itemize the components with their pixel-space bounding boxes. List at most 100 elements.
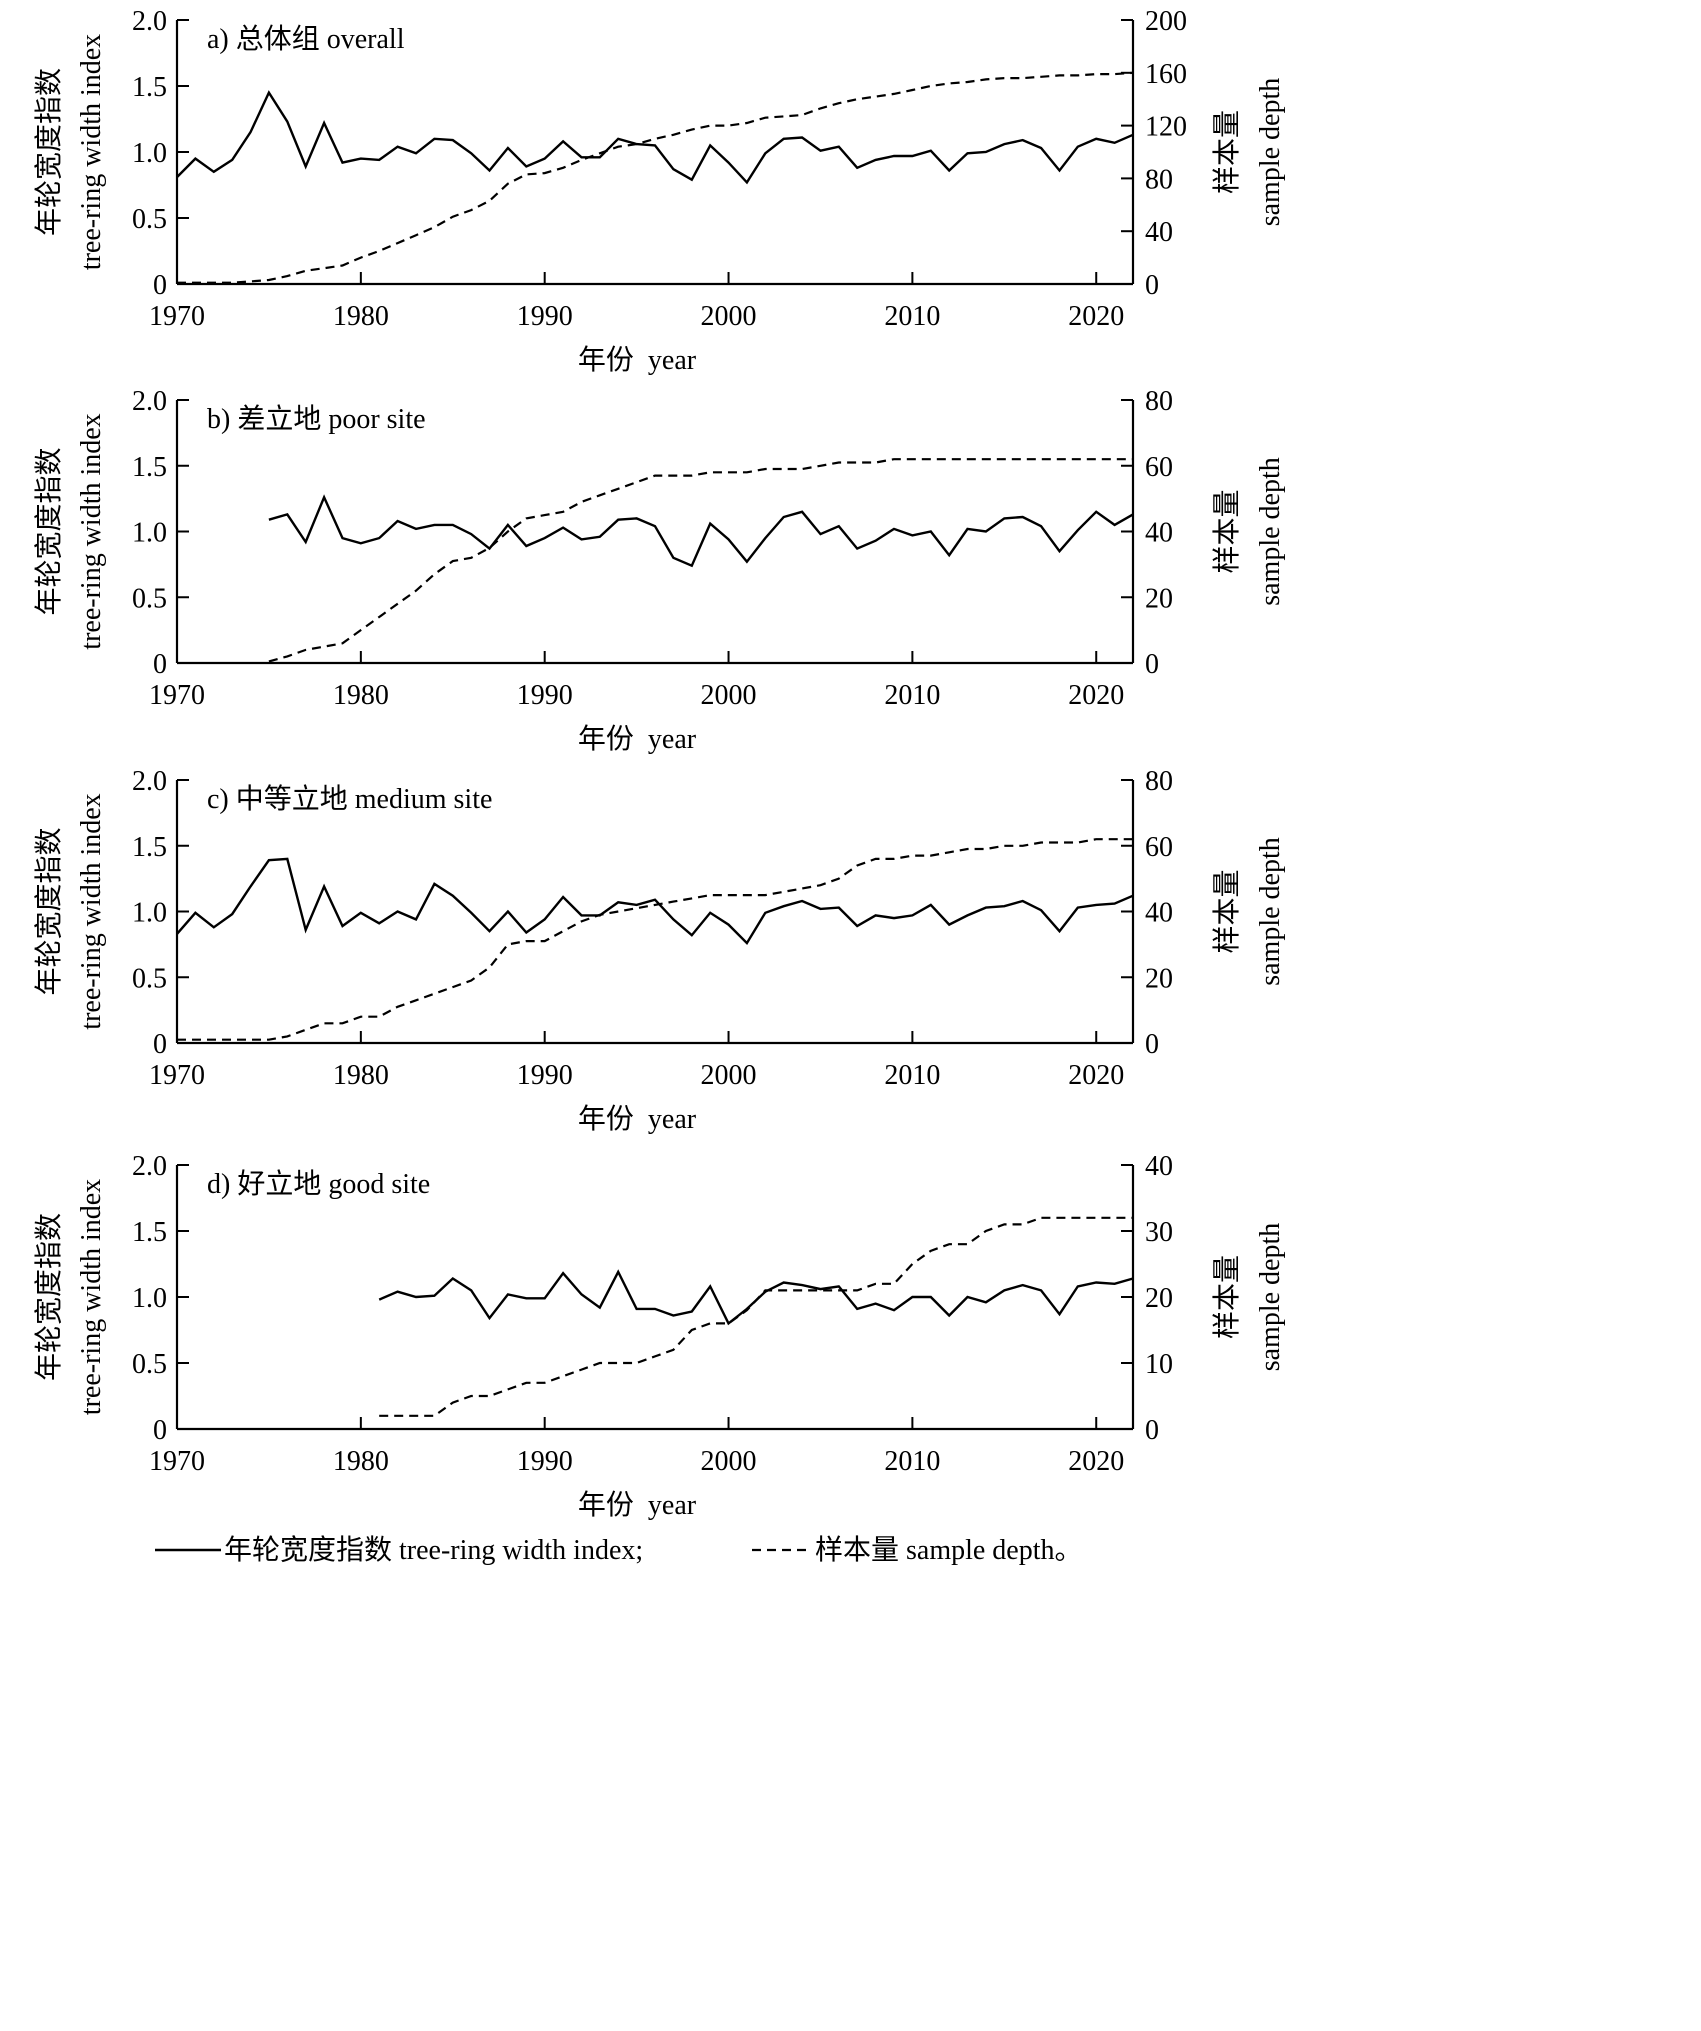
x-tick-label: 1990 (517, 1060, 573, 1091)
left-y-tick-label: 1.0 (132, 138, 167, 169)
chart-panel-a: 1970 1980 1990 2000 2010 2020 0 0.5 1.0 1.5 2.0 0 40… (33, 6, 1286, 376)
chart-panel-c: 1970 1980 1990 2000 2010 2020 0 0.5 1.0 1.5 2.0 0 20… (33, 766, 1286, 1135)
legend-dashed-label: 样本量 sample depth。 (815, 1534, 1083, 1566)
x-tick-label: 2010 (884, 680, 940, 711)
right-y-axis-title-en: sample depth (1255, 837, 1286, 986)
right-y-tick-label: 0 (1145, 1029, 1159, 1060)
panel-title: b) 差立地 poor site (207, 403, 426, 435)
x-tick-label: 1970 (149, 680, 205, 711)
left-y-tick-label: 1.5 (132, 452, 167, 483)
sample-depth-line (177, 71, 1134, 284)
right-y-tick-label: 40 (1145, 217, 1173, 248)
right-y-tick-label: 80 (1145, 386, 1173, 417)
right-y-tick-label: 0 (1145, 1415, 1159, 1446)
right-y-tick-label: 160 (1145, 59, 1187, 90)
right-y-axis-title-en: sample depth (1255, 78, 1286, 227)
x-tick-label: 1980 (333, 1446, 389, 1477)
x-tick-label: 1970 (149, 301, 205, 332)
panel-title: c) 中等立地 medium site (207, 783, 492, 815)
x-tick-label: 2020 (1068, 1446, 1124, 1477)
left-y-axis-title-cn: 年轮宽度指数 (33, 1213, 65, 1381)
legend: 年轮宽度指数 tree-ring width index; 样本量 sample … (155, 1534, 1083, 1566)
right-y-tick-label: 0 (1145, 649, 1159, 680)
left-y-tick-label: 0 (153, 1029, 167, 1060)
right-y-tick-label: 30 (1145, 1217, 1173, 1248)
right-y-tick-label: 200 (1145, 6, 1187, 37)
left-y-tick-label: 2.0 (132, 386, 167, 417)
x-tick-label: 1990 (517, 301, 573, 332)
left-y-axis-title-en: tree-ring width index (76, 1179, 107, 1415)
left-y-tick-label: 1.0 (132, 518, 167, 549)
ring-width-index-line (378, 1269, 1134, 1326)
left-y-tick-label: 1.5 (132, 72, 167, 103)
left-y-axis-title-cn: 年轮宽度指数 (33, 447, 65, 615)
x-axis-title: 年份 year (578, 1489, 697, 1521)
x-tick-label: 1980 (333, 301, 389, 332)
right-y-axis-title-cn: 样本量 (1211, 489, 1243, 573)
x-axis-title: 年份 year (578, 344, 697, 376)
x-tick-label: 2010 (884, 1060, 940, 1091)
left-y-tick-label: 0.5 (132, 583, 167, 614)
left-y-tick-label: 1.5 (132, 1217, 167, 1248)
left-y-tick-label: 0.5 (132, 963, 167, 994)
sample-depth-line (268, 458, 1133, 663)
right-y-axis-title-en: sample depth (1255, 1223, 1286, 1372)
right-y-tick-label: 20 (1145, 963, 1173, 994)
right-y-axis-title-en: sample depth (1255, 457, 1286, 606)
left-y-axis-title-cn: 年轮宽度指数 (33, 827, 65, 995)
right-y-tick-label: 40 (1145, 1151, 1173, 1182)
x-tick-label: 1980 (333, 1060, 389, 1091)
x-tick-label: 1970 (149, 1446, 205, 1477)
x-tick-label: 1990 (517, 1446, 573, 1477)
left-y-tick-label: 0 (153, 649, 167, 680)
right-y-axis-title-cn: 样本量 (1211, 110, 1243, 194)
sample-depth-line (177, 838, 1133, 1041)
right-y-tick-label: 80 (1145, 164, 1173, 195)
left-y-tick-label: 1.0 (132, 1283, 167, 1314)
x-tick-label: 2000 (701, 1060, 757, 1091)
x-tick-label: 2020 (1068, 680, 1124, 711)
panel-title: a) 总体组 overall (207, 23, 405, 55)
right-y-tick-label: 80 (1145, 766, 1173, 797)
x-axis-title: 年份 year (578, 1103, 697, 1135)
left-y-tick-label: 2.0 (132, 6, 167, 37)
x-tick-label: 2000 (701, 1446, 757, 1477)
x-tick-label: 2010 (884, 1446, 940, 1477)
legend-solid-label: 年轮宽度指数 tree-ring width index; (224, 1534, 643, 1566)
figure: 1970 1980 1990 2000 2010 202000.51.01.52.0040… (33, 6, 1286, 1566)
x-tick-label: 2000 (701, 680, 757, 711)
x-tick-label: 2010 (884, 301, 940, 332)
chart-panel-b: 1970 1980 1990 2000 2010 2020 0 0.5 1.0 1.5 2.0 0 20… (33, 386, 1286, 755)
left-y-tick-label: 0 (153, 1415, 167, 1446)
chart-panel-d: 1970 1980 1990 2000 2010 2020 0 0.5 1.0 1.5 2.0 0 10… (33, 1151, 1286, 1521)
left-y-tick-label: 0 (153, 270, 167, 301)
right-y-axis-title-cn: 样本量 (1211, 1255, 1243, 1339)
left-y-tick-label: 2.0 (132, 766, 167, 797)
x-tick-label: 1990 (517, 680, 573, 711)
x-tick-label: 2020 (1068, 301, 1124, 332)
right-y-tick-label: 40 (1145, 898, 1173, 929)
left-y-axis-title-en: tree-ring width index (76, 34, 107, 270)
left-y-tick-label: 0.5 (132, 1349, 167, 1380)
ring-width-index-line (176, 90, 1134, 185)
ring-width-index-line (268, 494, 1134, 568)
right-y-tick-label: 20 (1145, 583, 1173, 614)
panel-title: d) 好立地 good site (207, 1168, 430, 1200)
right-y-axis-title-cn: 样本量 (1211, 869, 1243, 953)
x-tick-label: 2020 (1068, 1060, 1124, 1091)
left-y-tick-label: 0.5 (132, 204, 167, 235)
right-y-tick-label: 120 (1145, 112, 1187, 143)
right-y-tick-label: 10 (1145, 1349, 1173, 1380)
right-y-tick-label: 0 (1145, 270, 1159, 301)
right-y-tick-label: 60 (1145, 452, 1173, 483)
x-tick-label: 2000 (701, 301, 757, 332)
left-y-tick-label: 1.0 (132, 898, 167, 929)
left-y-tick-label: 1.5 (132, 832, 167, 863)
x-tick-label: 1970 (149, 1060, 205, 1091)
left-y-axis-title-en: tree-ring width index (76, 413, 107, 649)
left-y-axis-title-cn: 年轮宽度指数 (33, 68, 65, 236)
right-y-tick-label: 20 (1145, 1283, 1173, 1314)
right-y-tick-label: 40 (1145, 518, 1173, 549)
x-tick-label: 1980 (333, 680, 389, 711)
x-axis-title: 年份 year (578, 723, 697, 755)
